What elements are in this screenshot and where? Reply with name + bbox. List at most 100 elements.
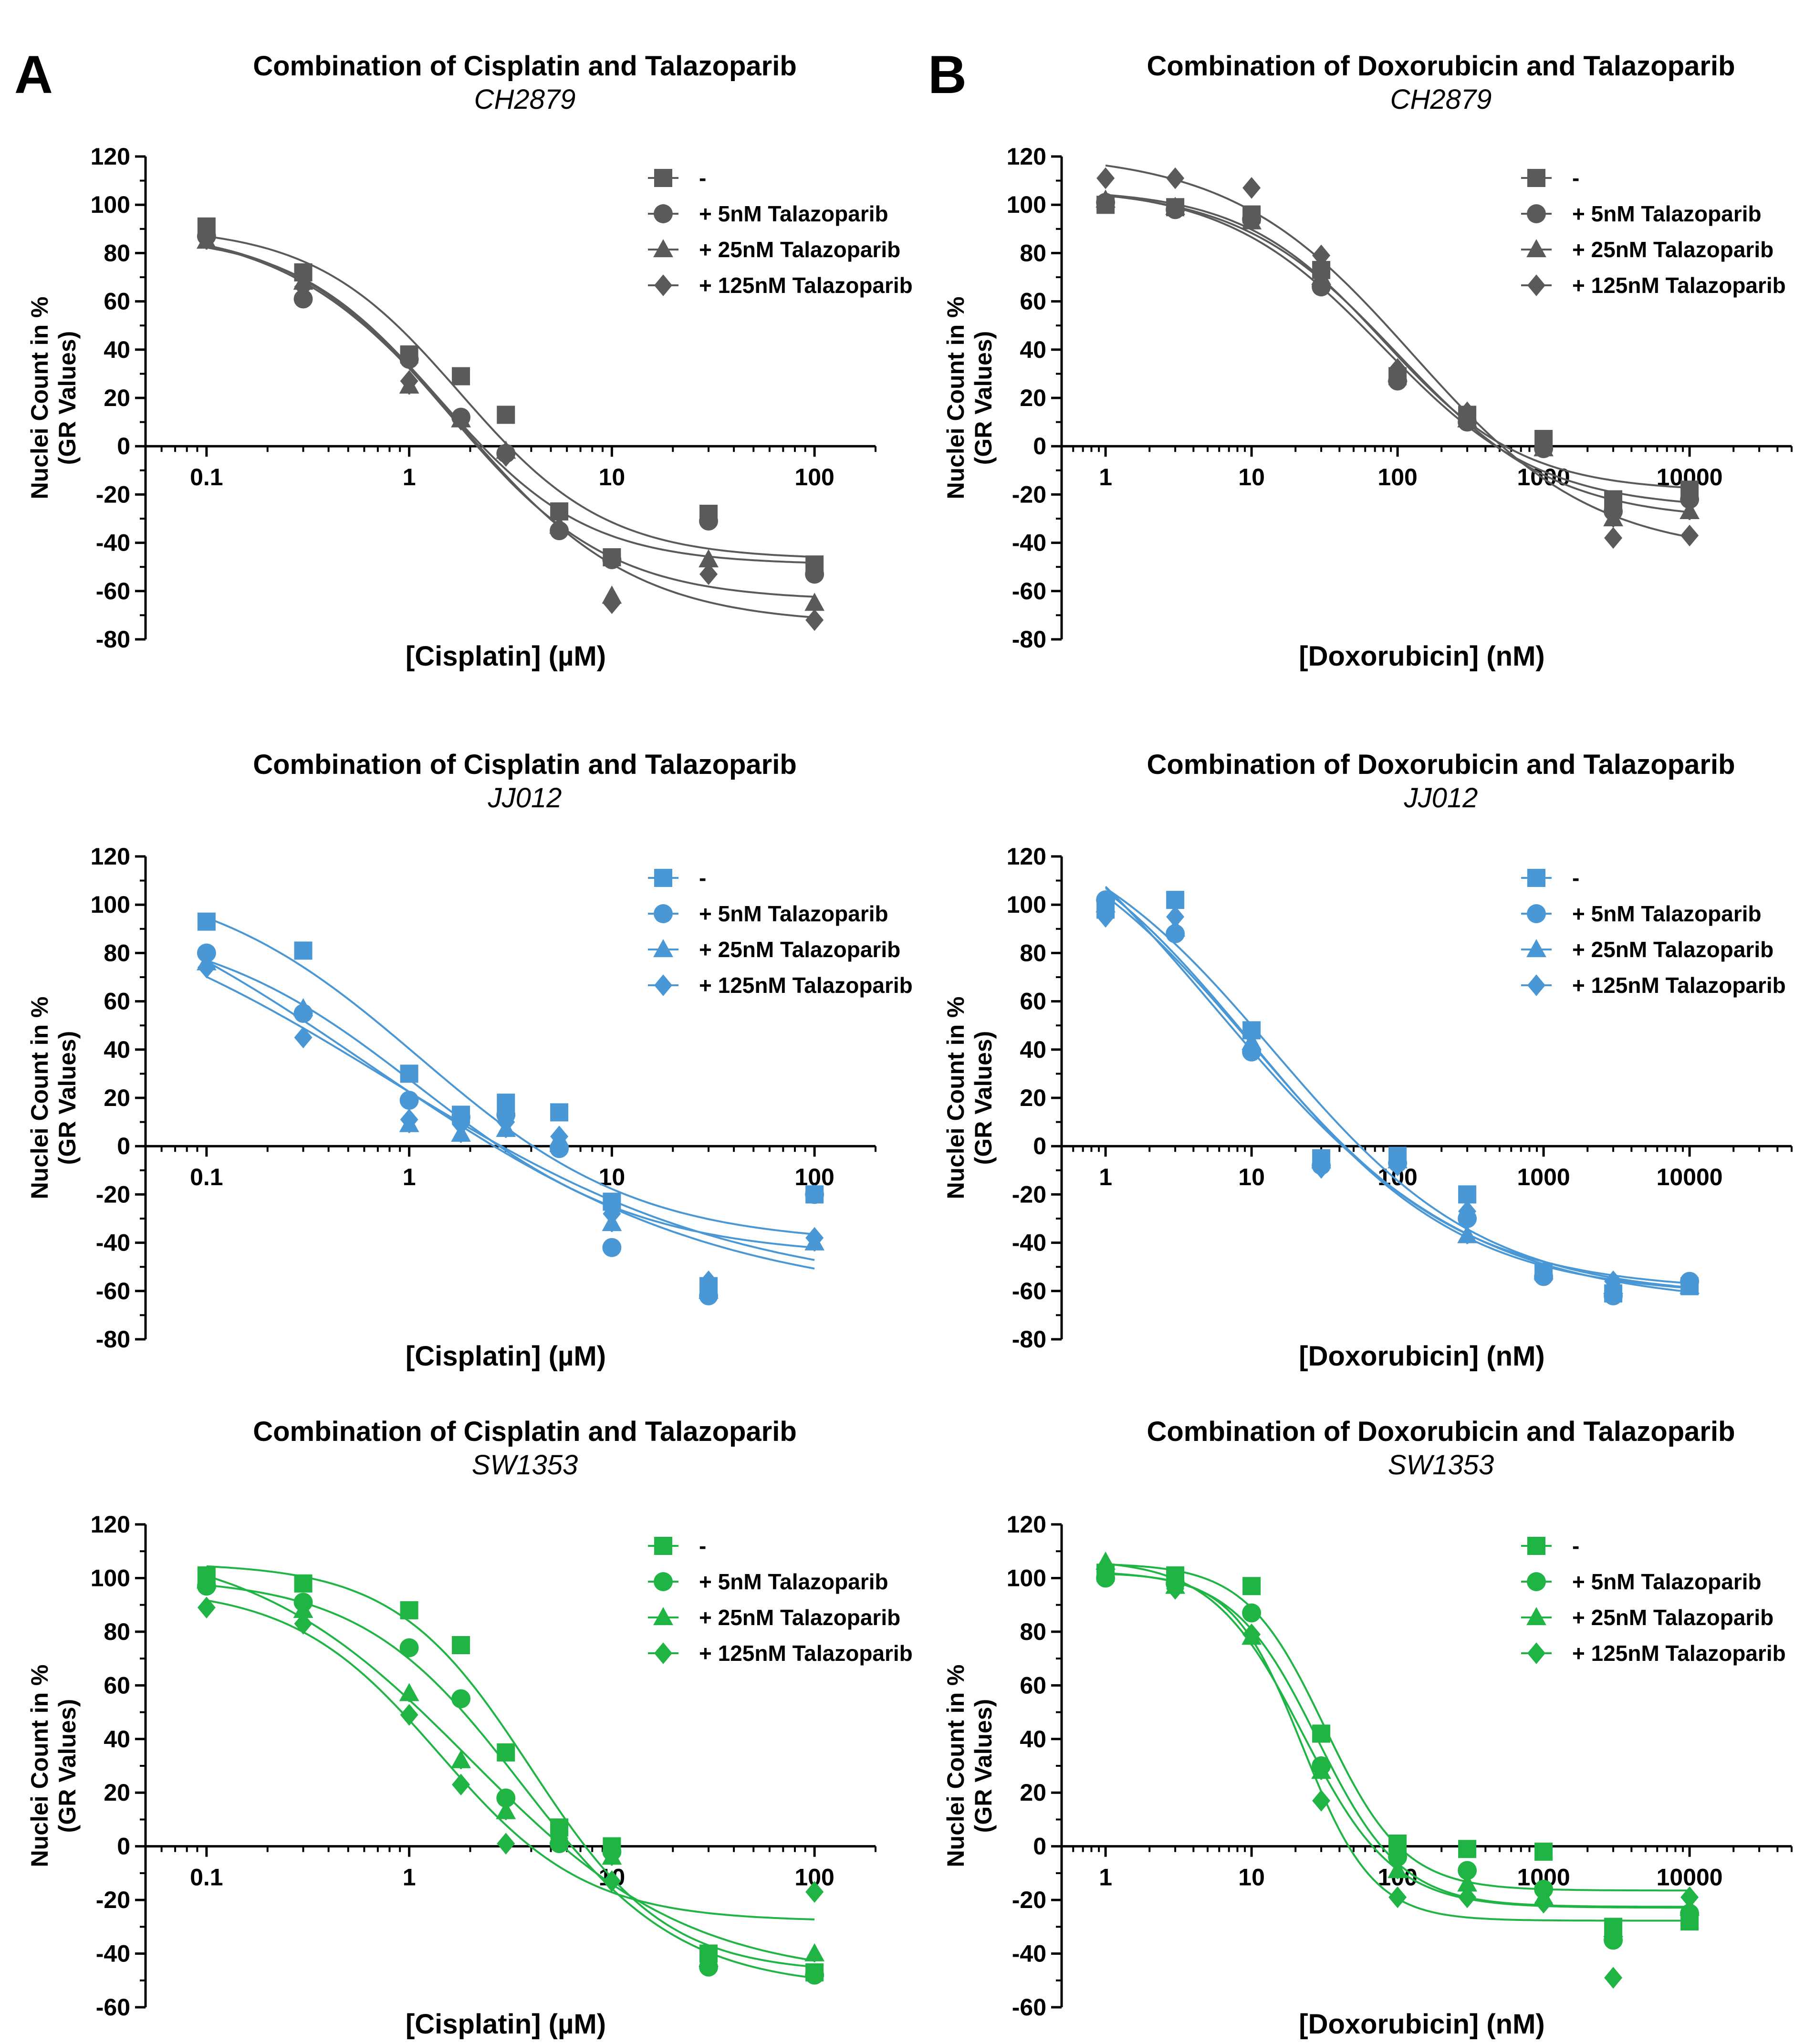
data-point-diamond [1388,1886,1407,1908]
y-tick-label: 0 [117,433,130,459]
y-tick-label: 0 [1033,433,1046,459]
data-point-diamond [1096,906,1115,928]
y-tick-label: 20 [104,385,130,411]
data-point-diamond [603,1203,621,1225]
legend-marker-triangle [1526,239,1546,258]
x-axis-label: [Cisplatin] (µM) [406,2009,606,2040]
y-tick-label: -20 [96,481,130,508]
data-point-diamond [1312,1790,1331,1812]
data-point-square [1242,1021,1261,1040]
y-axis-label: Nuclei Count in %(GR Values) [26,997,81,1199]
y-tick-label: 40 [104,1726,130,1752]
data-point-circle [805,1965,824,1985]
data-point-square [400,1064,418,1083]
x-tick-label: 1 [1099,1864,1112,1891]
data-point-triangle [1165,197,1186,215]
legend-label: + 25nM Talazoparib [699,937,900,962]
y-tick-label: 60 [104,988,130,1015]
data-point-diamond [805,1881,824,1903]
y-tick-label: -40 [1012,1230,1046,1256]
y-tick-label: -20 [1012,1887,1046,1913]
legend-marker-square [654,869,672,887]
x-tick-label: 0.1 [190,1864,223,1891]
data-point-triangle [293,1600,313,1618]
data-point-square [197,912,216,931]
legend-marker-diamond [654,274,672,296]
chart-title: Combination of Doxorubicin and Talazopar… [1147,1416,1735,1447]
data-point-circle [805,1185,824,1204]
y-tick-label: 40 [1020,336,1046,363]
legend-marker-diamond [1527,974,1545,996]
y-tick-label: -40 [96,1230,130,1256]
data-point-diamond [1242,1623,1261,1646]
chart-dox-sw1353: Combination of Doxorubicin and Talazopar… [942,1416,1793,2040]
data-point-diamond [1166,906,1185,928]
y-tick-label: 120 [91,1511,130,1538]
cell-line-subtitle: CH2879 [474,84,576,115]
y-tick-label: 40 [1020,1036,1046,1063]
data-point-diamond [699,1270,718,1293]
data-point-diamond [1242,177,1261,199]
y-tick-label: 60 [104,1672,130,1699]
legend-marker-circle [654,904,673,923]
legend-label: + 125nM Talazoparib [1572,1641,1786,1666]
data-point-diamond [400,1704,418,1726]
legend-label: + 125nM Talazoparib [699,973,913,998]
fit-curve-triangle [1105,890,1690,1289]
x-tick-label: 10000 [1657,1864,1723,1891]
y-tick-label: 120 [91,843,130,870]
y-tick-label: 100 [91,1564,130,1591]
data-point-circle [399,1091,419,1110]
y-axis-label: Nuclei Count in %(GR Values) [942,1665,997,1867]
y-tick-label: -40 [1012,530,1046,556]
data-point-square [452,367,470,386]
data-point-diamond [1680,1272,1699,1295]
data-point-triangle [451,1750,471,1768]
data-point-diamond [603,592,621,614]
data-point-diamond [1388,1154,1407,1177]
data-point-square [400,1601,418,1619]
data-point-triangle [293,998,313,1016]
data-point-square [1458,1185,1477,1204]
y-tick-label: 120 [1007,843,1046,870]
panel-label-a: A [14,45,53,104]
data-point-circle [451,1689,471,1709]
x-tick-label: 10 [1238,1164,1265,1190]
data-point-diamond [1534,1891,1553,1914]
data-point-diamond [805,609,824,631]
y-tick-label: 20 [1020,385,1046,411]
data-point-diamond [1604,1270,1623,1293]
chart-dox-ch2879: Combination of Doxorubicin and Talazopar… [942,51,1793,672]
data-point-diamond [452,1113,470,1136]
y-tick-label: 100 [91,891,130,918]
y-tick-label: 100 [1007,891,1046,918]
legend-marker-circle [1527,1572,1546,1591]
legend-label: + 5nM Talazoparib [1572,1569,1762,1594]
x-tick-label: 0.1 [190,1164,223,1190]
data-point-diamond [1166,1578,1185,1600]
cell-line-subtitle: CH2879 [1390,84,1492,115]
data-point-triangle [1387,1860,1408,1878]
y-tick-label: 120 [91,143,130,170]
cell-line-subtitle: JJ012 [488,782,562,813]
y-tick-label: 20 [104,1779,130,1806]
data-point-diamond [294,276,313,298]
data-point-diamond [1534,1263,1553,1285]
y-tick-label: 0 [1033,1133,1046,1159]
data-point-diamond [550,1126,569,1147]
data-point-triangle [1457,1873,1478,1892]
y-tick-label: 80 [1020,939,1046,966]
data-point-square [497,1743,515,1762]
data-point-diamond [294,1026,313,1049]
data-point-square [1388,1835,1407,1853]
x-tick-label: 10 [599,464,626,490]
y-tick-label: -20 [96,1181,130,1208]
data-point-diamond [1312,1157,1331,1179]
legend-marker-triangle [1526,939,1546,958]
data-point-square [1458,1840,1477,1858]
data-point-circle [399,350,419,369]
data-point-square [497,406,515,424]
legend-label: + 5nM Talazoparib [699,201,888,226]
data-point-circle [1242,1603,1262,1623]
legend-marker-square [1527,1537,1545,1555]
